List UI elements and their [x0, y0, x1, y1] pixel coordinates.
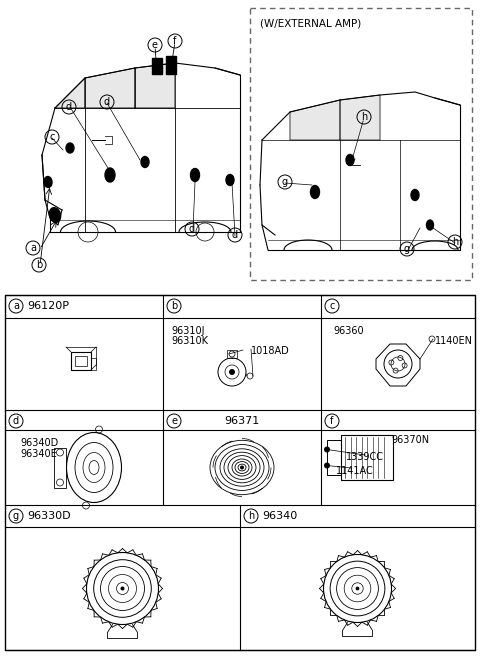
Text: h: h	[361, 112, 367, 122]
Bar	[91, 358, 96, 370]
Ellipse shape	[66, 143, 74, 153]
Text: 1339CC: 1339CC	[346, 452, 384, 462]
Text: (W/EXTERNAL AMP): (W/EXTERNAL AMP)	[260, 19, 361, 29]
Text: d: d	[66, 102, 72, 112]
Polygon shape	[55, 78, 85, 108]
Text: h: h	[248, 511, 254, 521]
Circle shape	[324, 462, 330, 468]
Ellipse shape	[346, 155, 354, 165]
Text: f: f	[173, 36, 177, 46]
Polygon shape	[135, 63, 175, 108]
Circle shape	[229, 369, 235, 375]
Circle shape	[324, 447, 330, 453]
Text: 1141AC: 1141AC	[336, 466, 374, 476]
Ellipse shape	[105, 168, 115, 182]
Circle shape	[240, 466, 244, 470]
Text: d: d	[13, 416, 19, 426]
Text: 96330D: 96330D	[27, 511, 71, 521]
Text: 96360: 96360	[333, 326, 364, 336]
Bar	[166, 56, 176, 74]
Text: a: a	[30, 243, 36, 253]
Text: d: d	[104, 97, 110, 107]
Bar	[75, 356, 87, 366]
Text: e: e	[152, 40, 158, 50]
Bar	[71, 352, 91, 370]
Text: b: b	[171, 301, 177, 311]
Ellipse shape	[191, 169, 200, 182]
Text: d: d	[232, 230, 238, 240]
Bar	[327, 440, 341, 475]
Circle shape	[356, 586, 360, 590]
Bar	[152, 58, 162, 74]
Ellipse shape	[44, 176, 52, 188]
Bar	[341, 435, 393, 480]
Ellipse shape	[427, 220, 433, 230]
Text: h: h	[452, 237, 458, 247]
Text: 96371: 96371	[224, 416, 260, 426]
Ellipse shape	[49, 207, 60, 222]
Bar	[54, 447, 66, 487]
Text: 96340: 96340	[262, 511, 297, 521]
Text: a: a	[13, 301, 19, 311]
Text: c: c	[49, 132, 55, 142]
Text: e: e	[171, 416, 177, 426]
Text: 1018AD: 1018AD	[251, 346, 290, 356]
Text: g: g	[404, 244, 410, 254]
Text: b: b	[36, 260, 42, 270]
Text: g: g	[282, 177, 288, 187]
Polygon shape	[340, 95, 380, 140]
Text: 96340D: 96340D	[20, 438, 58, 448]
Circle shape	[120, 586, 124, 590]
Ellipse shape	[141, 157, 149, 167]
Ellipse shape	[226, 174, 234, 186]
Text: c: c	[329, 301, 335, 311]
Text: d: d	[189, 224, 195, 234]
Polygon shape	[290, 100, 340, 140]
Text: 96310K: 96310K	[171, 336, 208, 346]
Text: 1140EN: 1140EN	[435, 336, 473, 346]
Text: 96310J: 96310J	[171, 326, 204, 336]
Text: 96120P: 96120P	[27, 301, 69, 311]
Text: 96370N: 96370N	[391, 435, 429, 445]
Text: f: f	[330, 416, 334, 426]
Ellipse shape	[411, 190, 419, 201]
Polygon shape	[85, 68, 135, 108]
Text: g: g	[13, 511, 19, 521]
Text: 96340E: 96340E	[20, 449, 57, 459]
Bar	[5, 295, 475, 650]
Ellipse shape	[311, 186, 320, 199]
